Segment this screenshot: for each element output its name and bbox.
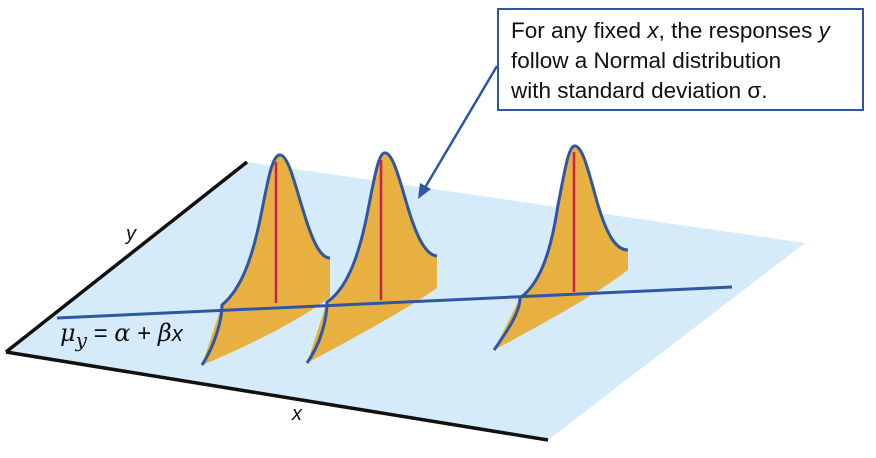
callout-line-1: For any fixed x, the responses y <box>511 16 850 46</box>
equation-plus: + <box>131 320 158 347</box>
y-axis-label: y <box>124 223 137 245</box>
callout-line-2: follow a Normal distribution <box>511 48 782 73</box>
callout-box: For any fixed x, the responses y follow … <box>497 8 864 111</box>
callout-var-x: x <box>647 18 659 43</box>
distribution-curve-1 <box>202 154 330 365</box>
equation-equals: = <box>87 320 114 347</box>
distribution-curve-2 <box>307 152 437 363</box>
equation-x: x <box>171 321 184 346</box>
equation-beta: β <box>157 319 172 347</box>
y-axis <box>4 160 249 354</box>
callout-text: , the responses <box>658 18 819 43</box>
callout-arrow <box>418 65 499 199</box>
distribution-outline-2 <box>305 151 438 364</box>
regression-line <box>56 285 733 320</box>
callout-text: For any fixed <box>511 18 648 43</box>
callout-line-3: with standard deviation σ. <box>511 78 768 103</box>
equation-subscript: y <box>75 328 88 352</box>
x-axis-label: x <box>291 403 303 425</box>
equation-alpha: α <box>114 319 130 347</box>
normal-distribution-2 <box>305 151 438 364</box>
regression-equation: μy = α + βx <box>60 319 184 352</box>
x-axis <box>5 350 549 442</box>
equation-mu: μ <box>60 319 76 347</box>
callout-var-y: y <box>818 18 830 43</box>
